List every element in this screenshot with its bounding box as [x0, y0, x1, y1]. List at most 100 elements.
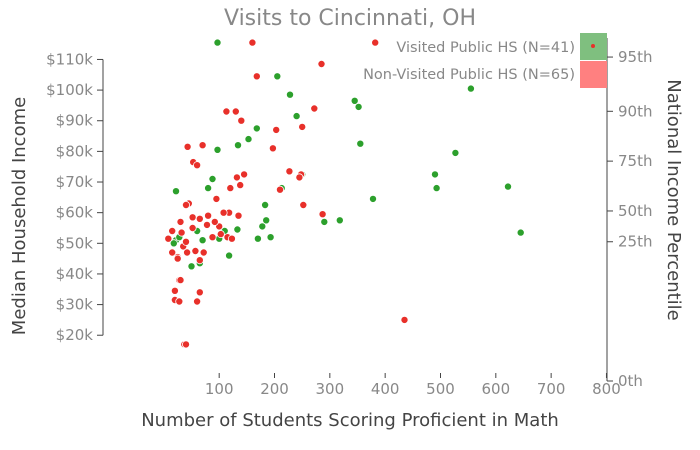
data-point-visited[interactable]: [204, 184, 213, 193]
data-point-visited[interactable]: [516, 228, 525, 237]
data-point-visited[interactable]: [213, 38, 222, 47]
x-tick-label: 100: [205, 380, 234, 398]
data-point-non_visited[interactable]: [240, 170, 249, 179]
data-point-visited[interactable]: [187, 262, 196, 271]
data-point-non_visited[interactable]: [210, 217, 219, 226]
data-point-visited[interactable]: [350, 96, 359, 105]
data-point-visited[interactable]: [262, 216, 271, 225]
data-point-non_visited[interactable]: [191, 246, 200, 255]
data-point-non_visited[interactable]: [248, 38, 257, 47]
data-point-non_visited[interactable]: [236, 181, 245, 190]
data-point-non_visited[interactable]: [295, 173, 304, 182]
data-point-non_visited[interactable]: [208, 233, 217, 242]
data-point-non_visited[interactable]: [193, 297, 202, 306]
data-point-non_visited[interactable]: [234, 211, 243, 220]
data-point-visited[interactable]: [233, 141, 242, 150]
data-point-non_visited[interactable]: [188, 213, 197, 222]
data-point-non_visited[interactable]: [204, 211, 213, 220]
data-point-visited[interactable]: [169, 239, 178, 248]
legend-item-visited[interactable]: Visited Public HS (N=41): [396, 33, 607, 60]
x-tick-label: 800: [592, 380, 621, 398]
data-point-non_visited[interactable]: [188, 223, 197, 232]
data-point-non_visited[interactable]: [176, 276, 185, 285]
data-point-visited[interactable]: [320, 217, 329, 226]
data-point-visited[interactable]: [430, 170, 439, 179]
data-point-non_visited[interactable]: [168, 226, 177, 235]
data-point-visited[interactable]: [356, 139, 365, 148]
data-point-non_visited[interactable]: [226, 184, 235, 193]
data-point-visited[interactable]: [171, 187, 180, 196]
data-point-non_visited[interactable]: [317, 60, 326, 69]
data-point-non_visited[interactable]: [168, 248, 177, 257]
data-point-non_visited[interactable]: [181, 340, 190, 349]
data-point-non_visited[interactable]: [299, 200, 308, 209]
data-point-non_visited[interactable]: [371, 38, 380, 47]
data-point-non_visited[interactable]: [227, 234, 236, 243]
data-point-non_visited[interactable]: [195, 214, 204, 223]
data-point-non_visited[interactable]: [272, 125, 281, 134]
data-point-non_visited[interactable]: [298, 122, 307, 131]
data-point-non_visited[interactable]: [252, 72, 261, 81]
data-point-non_visited[interactable]: [212, 194, 221, 203]
data-point-non_visited[interactable]: [199, 248, 208, 257]
data-point-visited[interactable]: [335, 216, 344, 225]
y-tick-label: $50k: [56, 234, 94, 252]
data-point-visited[interactable]: [213, 145, 222, 154]
data-point-visited[interactable]: [451, 148, 460, 157]
data-point-visited[interactable]: [292, 112, 301, 121]
data-point-visited[interactable]: [368, 194, 377, 203]
data-point-non_visited[interactable]: [170, 286, 179, 295]
data-point-non_visited[interactable]: [173, 254, 182, 263]
data-point-non_visited[interactable]: [181, 237, 190, 246]
data-point-visited[interactable]: [285, 90, 294, 99]
data-point-non_visited[interactable]: [216, 230, 225, 239]
data-point-visited[interactable]: [198, 236, 207, 245]
data-point-visited[interactable]: [503, 182, 512, 191]
y-tick-label: $70k: [56, 173, 94, 191]
data-point-non_visited[interactable]: [222, 107, 231, 116]
data-point-non_visited[interactable]: [219, 208, 228, 217]
data-point-non_visited[interactable]: [181, 200, 190, 209]
data-point-visited[interactable]: [252, 124, 261, 133]
data-point-visited[interactable]: [244, 135, 253, 144]
data-point-visited[interactable]: [253, 234, 262, 243]
legend-item-non-visited[interactable]: Non-Visited Public HS (N=65): [363, 61, 607, 88]
data-point-non_visited[interactable]: [285, 167, 294, 176]
y2-tick-label: 95th: [618, 48, 652, 66]
data-point-non_visited[interactable]: [231, 107, 240, 116]
data-point-non_visited[interactable]: [232, 173, 241, 182]
data-point-non_visited[interactable]: [198, 141, 207, 150]
data-point-non_visited[interactable]: [275, 185, 284, 194]
data-point-non_visited[interactable]: [195, 288, 204, 297]
data-point-non_visited[interactable]: [237, 116, 246, 125]
y2-tick-label: 90th: [618, 102, 652, 120]
data-point-visited[interactable]: [466, 84, 475, 93]
legend[interactable]: Visited Public HS (N=41) Non-Visited Pub…: [363, 33, 607, 88]
data-point-non_visited[interactable]: [175, 297, 184, 306]
y-axis-left: $20k $30k $40k $50k $60k $70k $80k $90k $100k $11…: [46, 50, 104, 344]
data-point-non_visited[interactable]: [177, 228, 186, 237]
x-axis-title: Number of Students Scoring Proficient in…: [141, 410, 559, 431]
data-point-non_visited[interactable]: [195, 256, 204, 265]
data-point-visited[interactable]: [258, 222, 267, 231]
data-point-visited[interactable]: [432, 184, 441, 193]
y-axis-right: 0th 25th 50th 75th 90th 95th: [606, 38, 652, 390]
y2-tick-label: 25th: [618, 233, 652, 251]
data-point-non_visited[interactable]: [310, 104, 319, 113]
data-point-non_visited[interactable]: [202, 220, 211, 229]
data-point-non_visited[interactable]: [176, 217, 185, 226]
data-point-non_visited[interactable]: [193, 161, 202, 170]
data-point-visited[interactable]: [225, 251, 234, 260]
data-point-non_visited[interactable]: [183, 142, 192, 151]
data-point-visited[interactable]: [273, 72, 282, 81]
data-point-non_visited[interactable]: [183, 248, 192, 257]
data-point-non_visited[interactable]: [400, 315, 409, 324]
data-point-non_visited[interactable]: [164, 234, 173, 243]
data-point-non_visited[interactable]: [268, 144, 277, 153]
data-point-non_visited[interactable]: [318, 210, 327, 219]
data-point-visited[interactable]: [266, 233, 275, 242]
data-point-visited[interactable]: [233, 225, 242, 234]
data-point-visited[interactable]: [261, 200, 270, 209]
data-point-visited[interactable]: [208, 174, 217, 183]
data-point-visited[interactable]: [354, 102, 363, 111]
